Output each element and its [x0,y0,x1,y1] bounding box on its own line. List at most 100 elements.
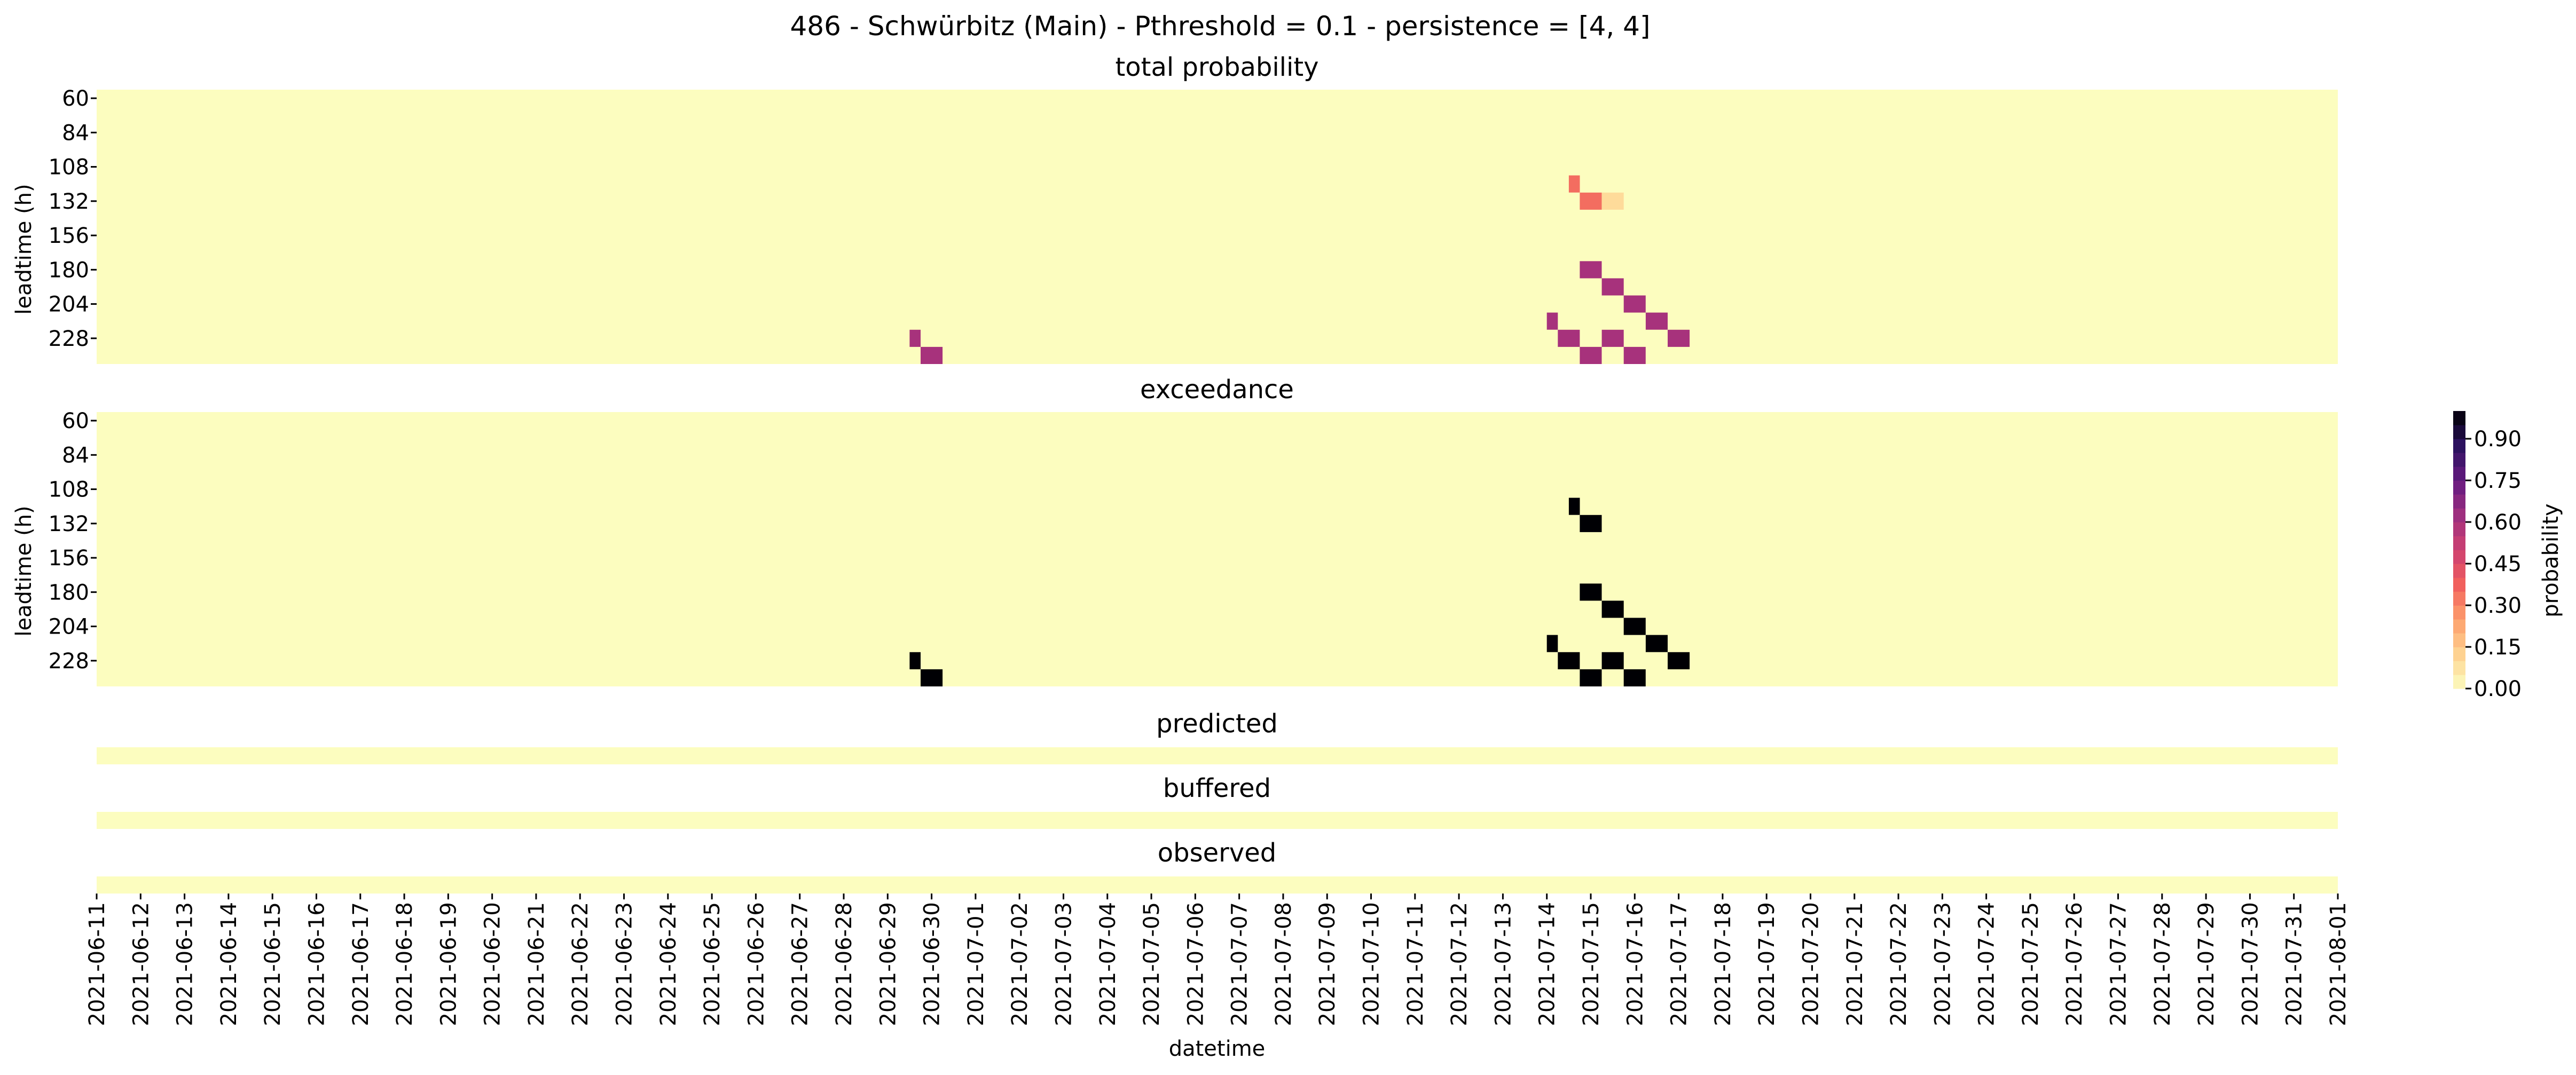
colorbar-tick-label: 0.60 [2474,510,2522,535]
x-tick-label: 2021-06-16 [305,902,329,1026]
heatmap-cell [1580,346,1602,364]
colorbar-segment [2453,591,2465,606]
panel-title-total-probability: total probability [1115,52,1318,82]
x-tick-label: 2021-07-07 [1228,902,1252,1026]
heatmap-cell [1558,652,1580,669]
y-tick-label: 108 [49,155,89,180]
heatmap-cell [1623,669,1646,686]
x-tick-label: 2021-06-19 [436,902,461,1026]
x-tick-label: 2021-07-31 [2282,902,2307,1026]
heatmap-cell [1623,618,1646,635]
heatmap-cell [1623,295,1646,313]
y-tick-label: 180 [49,258,89,282]
y-tick-label: 180 [49,580,89,605]
x-tick-label: 2021-06-24 [656,902,681,1026]
y-tick-label: 156 [49,546,89,571]
heatmap-cell [909,329,921,347]
x-tick-label: 2021-06-23 [612,902,637,1026]
x-tick-label: 2021-07-20 [1799,902,1824,1026]
x-tick-label: 2021-06-27 [788,902,813,1026]
panel-background [97,90,2338,364]
y-tick-label: 228 [49,649,89,674]
x-tick-label: 2021-07-05 [1140,902,1164,1026]
colorbar-segment [2453,536,2465,550]
x-tick-label: 2021-07-21 [1843,902,1867,1026]
colorbar-segment [2453,425,2465,439]
panel-title-predicted: predicted [1156,709,1278,739]
panel-exceedance: 60 84 108 132 156 180 204 228 [49,409,2338,686]
colorbar-segment [2453,453,2465,467]
x-tick-label: 2021-06-25 [700,902,725,1026]
y-tick-label: 108 [49,478,89,502]
colorbar-segment [2453,411,2465,425]
colorbar-segment [2453,578,2465,592]
panel-observed [97,876,2338,894]
x-tick-label: 2021-07-04 [1096,902,1120,1026]
y-axis-label-total-probability: leadtime (h) [12,184,36,314]
x-tick-label: 2021-06-28 [832,902,857,1026]
x-tick-label: 2021-06-14 [217,902,241,1026]
heatmap-cell [921,346,943,364]
colorbar-segment [2453,467,2465,481]
panel-title-observed: observed [1158,838,1277,868]
colorbar-tick-label: 0.45 [2474,552,2522,576]
y-tick-label: 60 [62,409,89,433]
x-tick-label: 2021-07-01 [964,902,988,1026]
x-tick-label: 2021-07-19 [1755,902,1779,1026]
heatmap-cell [1668,652,1690,669]
x-tick-label: 2021-06-13 [173,902,198,1026]
colorbar-segment [2453,675,2465,689]
x-tick-label: 2021-07-17 [1667,902,1692,1026]
x-tick-label: 2021-06-29 [876,902,900,1026]
panel-predicted [97,747,2338,764]
colorbar-segment [2453,619,2465,634]
y-tick-label: 60 [62,86,89,111]
colorbar-segment [2453,605,2465,620]
heatmap-cell [1580,192,1602,210]
panel-total-probability: 60 84 108 132 156 180 204 228 [49,86,2338,364]
x-axis-label: datetime [1169,1037,1266,1061]
x-tick-label: 2021-06-12 [129,902,153,1026]
colorbar-segment [2453,550,2465,564]
heatmap-cell [1568,497,1580,515]
x-tick-label: 2021-07-18 [1711,902,1735,1026]
heatmap-cell [909,652,921,669]
panel-background [97,747,2338,764]
panel-title-exceedance: exceedance [1140,375,1294,405]
x-tick-label: 2021-07-27 [2107,902,2131,1026]
heatmap-cell [1601,278,1624,296]
colorbar: 0.00 0.15 0.30 0.45 0.60 0.75 0.90 [2453,411,2522,701]
x-tick-label: 2021-07-02 [1008,902,1032,1026]
heatmap-cell [1601,192,1624,210]
x-tick-label: 2021-07-11 [1403,902,1428,1026]
x-tick-label: 2021-07-26 [2062,902,2087,1026]
x-tick-label: 2021-07-16 [1623,902,1647,1026]
heatmap-cell [1580,583,1602,601]
heatmap-cell [1546,312,1558,330]
panel-title-buffered: buffered [1163,773,1271,803]
y-tick-label: 204 [49,615,89,639]
heatmap-cell [1623,346,1646,364]
colorbar-segment [2453,439,2465,453]
colorbar-segment [2453,633,2465,647]
y-tick-label: 132 [49,512,89,536]
x-tick-label: 2021-07-09 [1315,902,1340,1026]
colorbar-label: probability [2539,503,2563,617]
heatmap-cell [921,669,943,686]
x-tick-label: 2021-06-30 [920,902,945,1026]
x-tick-label: 2021-06-15 [261,902,285,1026]
x-tick-label: 2021-07-15 [1579,902,1604,1026]
x-tick-label: 2021-07-23 [1930,902,1955,1026]
y-tick-label: 84 [62,121,89,145]
x-tick-label: 2021-07-29 [2194,902,2219,1026]
x-tick-label: 2021-07-30 [2238,902,2263,1026]
x-tick-label: 2021-07-10 [1360,902,1384,1026]
heatmap-cell [1546,635,1558,652]
colorbar-segment [2453,480,2465,495]
x-tick-label: 2021-06-17 [349,902,373,1026]
colorbar-segment [2453,661,2465,675]
heatmap-cell [1601,329,1624,347]
heatmap-cell [1558,329,1580,347]
y-tick-label: 204 [49,293,89,317]
